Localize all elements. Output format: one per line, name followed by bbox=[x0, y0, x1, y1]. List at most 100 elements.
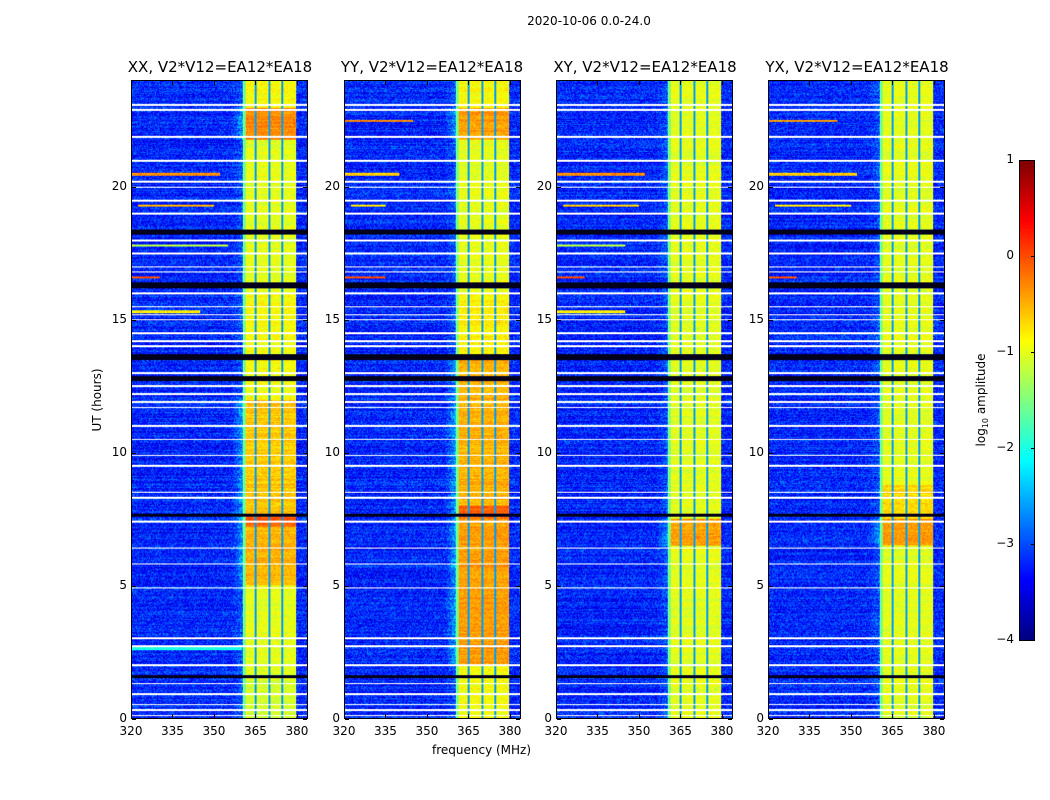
x-tick-mark bbox=[131, 81, 132, 85]
panel-title-yx: YX, V2*V12=EA12*EA18 bbox=[765, 58, 949, 76]
x-tick-label: 350 bbox=[839, 724, 863, 738]
y-tick-mark bbox=[940, 585, 944, 587]
y-tick-label: 10 bbox=[111, 444, 127, 459]
x-tick-label: 335 bbox=[798, 724, 821, 738]
y-tick-mark bbox=[132, 186, 136, 188]
heatmap-panel-xx bbox=[131, 80, 308, 719]
y-tick-mark bbox=[303, 319, 307, 321]
y-tick-mark bbox=[516, 186, 520, 188]
x-tick-mark bbox=[809, 714, 811, 718]
x-tick-mark bbox=[638, 81, 640, 85]
y-tick-label: 5 bbox=[544, 577, 552, 592]
y-tick-mark bbox=[132, 452, 136, 454]
x-tick-mark bbox=[933, 81, 935, 85]
y-tick-mark bbox=[303, 585, 307, 587]
colorbar-tick-mark bbox=[1031, 256, 1035, 257]
x-tick-mark bbox=[468, 714, 470, 718]
y-tick-mark bbox=[557, 585, 561, 587]
heatmap-xx bbox=[132, 81, 307, 718]
heatmap-panel-yy bbox=[344, 80, 521, 719]
y-tick-mark bbox=[557, 186, 561, 188]
colorbar-tick-label: −2 bbox=[996, 440, 1014, 454]
panel-title-yy: YY, V2*V12=EA12*EA18 bbox=[340, 58, 524, 76]
x-tick-mark bbox=[213, 81, 215, 85]
heatmap-panel-yx bbox=[768, 80, 945, 719]
y-tick-label: 10 bbox=[748, 444, 764, 459]
x-tick-label: 350 bbox=[202, 724, 226, 738]
x-tick-label: 320 bbox=[544, 724, 568, 738]
colorbar-tick-mark bbox=[1031, 448, 1035, 449]
colorbar-tick-mark bbox=[1031, 160, 1035, 161]
y-tick-mark bbox=[940, 186, 944, 188]
colorbar-label: log10 amplitude bbox=[973, 353, 991, 447]
y-tick-label: 20 bbox=[111, 178, 127, 193]
figure-title: 2020-10-06 0.0-24.0 bbox=[527, 14, 651, 28]
heatmap-yx bbox=[769, 81, 944, 718]
x-tick-label: 380 bbox=[922, 724, 946, 738]
x-tick-mark bbox=[638, 714, 640, 718]
y-tick-mark bbox=[769, 452, 773, 454]
colorbar-gradient bbox=[1020, 161, 1034, 640]
y-tick-mark bbox=[345, 319, 349, 321]
x-tick-label: 380 bbox=[285, 724, 309, 738]
heatmap-xy bbox=[557, 81, 732, 718]
y-tick-mark bbox=[769, 719, 773, 720]
y-tick-mark bbox=[132, 585, 136, 587]
x-tick-label: 320 bbox=[332, 724, 356, 738]
x-tick-mark bbox=[509, 81, 511, 85]
panel-title-xx: XX, V2*V12=EA12*EA18 bbox=[127, 58, 313, 76]
y-tick-mark bbox=[769, 186, 773, 188]
y-tick-label: 20 bbox=[324, 178, 340, 193]
colorbar-tick-mark bbox=[1031, 640, 1035, 641]
x-axis-label: frequency (MHz) bbox=[432, 743, 532, 757]
y-tick-mark bbox=[345, 719, 349, 720]
y-tick-label: 20 bbox=[536, 178, 552, 193]
x-tick-mark bbox=[721, 81, 723, 85]
y-tick-mark bbox=[345, 186, 349, 188]
y-tick-mark bbox=[557, 452, 561, 454]
y-tick-mark bbox=[728, 452, 732, 454]
y-tick-mark bbox=[132, 319, 136, 321]
x-tick-mark bbox=[768, 714, 769, 718]
y-tick-label: 0 bbox=[756, 711, 764, 725]
y-tick-mark bbox=[557, 719, 561, 720]
x-tick-mark bbox=[680, 81, 682, 85]
x-tick-mark bbox=[850, 81, 852, 85]
x-tick-mark bbox=[721, 714, 723, 718]
panel-title-xy: XY, V2*V12=EA12*EA18 bbox=[553, 58, 737, 76]
colorbar-tick-label: 0 bbox=[1006, 248, 1014, 262]
x-tick-label: 335 bbox=[374, 724, 397, 738]
y-tick-mark bbox=[728, 319, 732, 321]
y-tick-label: 10 bbox=[324, 444, 340, 459]
y-tick-mark bbox=[728, 585, 732, 587]
x-tick-label: 380 bbox=[710, 724, 734, 738]
heatmap-panel-xy bbox=[556, 80, 733, 719]
y-tick-mark bbox=[769, 585, 773, 587]
x-tick-mark bbox=[296, 714, 298, 718]
heatmap-yy bbox=[345, 81, 520, 718]
y-tick-label: 0 bbox=[119, 711, 127, 725]
y-tick-label: 5 bbox=[119, 577, 127, 592]
y-tick-mark bbox=[303, 452, 307, 454]
x-tick-mark bbox=[850, 714, 852, 718]
y-tick-mark bbox=[940, 452, 944, 454]
x-tick-mark bbox=[892, 714, 894, 718]
colorbar-tick-label: −3 bbox=[996, 536, 1014, 550]
y-tick-mark bbox=[132, 719, 136, 720]
x-tick-label: 320 bbox=[119, 724, 143, 738]
x-tick-mark bbox=[344, 81, 345, 85]
y-tick-mark bbox=[728, 186, 732, 188]
x-tick-mark bbox=[131, 714, 132, 718]
y-tick-label: 5 bbox=[332, 577, 340, 592]
x-tick-label: 350 bbox=[627, 724, 651, 738]
colorbar-tick-mark bbox=[1031, 544, 1035, 545]
x-tick-mark bbox=[468, 81, 470, 85]
x-tick-mark bbox=[556, 714, 557, 718]
y-tick-label: 0 bbox=[544, 711, 552, 725]
x-tick-mark bbox=[385, 81, 387, 85]
x-tick-mark bbox=[892, 81, 894, 85]
y-tick-label: 15 bbox=[324, 311, 340, 326]
y-tick-label: 15 bbox=[748, 311, 764, 326]
x-tick-mark bbox=[426, 81, 428, 85]
x-tick-mark bbox=[680, 714, 682, 718]
